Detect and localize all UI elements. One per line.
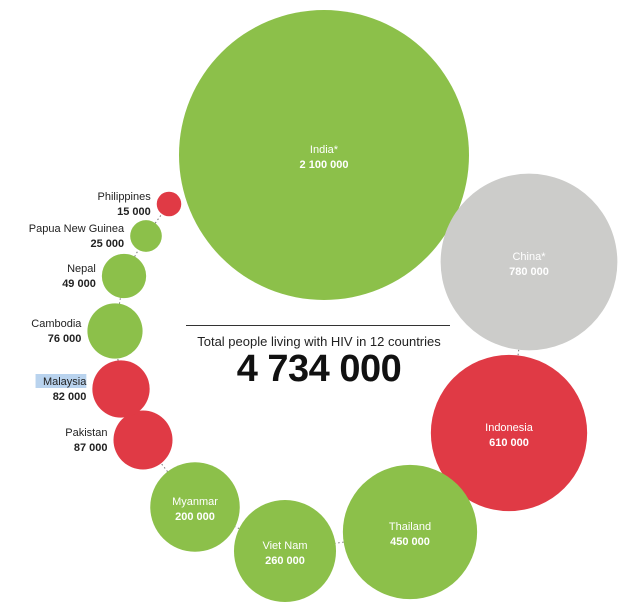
label-malaysia-value: 82 000 [53, 391, 87, 403]
label-cambodia-name: Cambodia [31, 318, 82, 330]
bubble-china [440, 173, 618, 351]
total-caption: Total people living with HIV in 12 count… [197, 334, 441, 349]
label-papua-new-guinea-value: 25 000 [91, 238, 125, 250]
bubble-viet-nam [233, 499, 337, 603]
label-china-value: 780 000 [509, 266, 549, 278]
total-value: 4 734 000 [236, 348, 402, 390]
center-divider [186, 325, 450, 326]
bubble-cambodia [87, 303, 143, 359]
bubble-malaysia [92, 360, 150, 418]
label-myanmar-name: Myanmar [172, 496, 218, 508]
label-viet-nam-value: 260 000 [265, 555, 305, 567]
label-viet-nam-name: Viet Nam [262, 540, 307, 552]
bubble-pakistan [113, 410, 173, 470]
connector-cambodia [118, 297, 121, 304]
connector-lines [117, 213, 520, 544]
connector-papua-new-guinea [154, 213, 163, 224]
label-pakistan-name: Pakistan [65, 427, 107, 439]
label-india-value: 2 100 000 [300, 159, 349, 171]
label-highlight-malaysia [35, 374, 87, 388]
label-philippines-name: Philippines [98, 191, 152, 203]
bubble-india [179, 10, 469, 300]
bubble-philippines [156, 191, 182, 217]
label-cambodia-value: 76 000 [48, 333, 82, 345]
connector-china [517, 349, 520, 356]
label-indonesia-name: Indonesia [485, 422, 534, 434]
label-china-name: China* [512, 251, 546, 263]
connector-thailand [335, 541, 344, 544]
bubble-papua-new-guinea [130, 220, 162, 252]
bubble-myanmar [150, 462, 240, 552]
label-papua-new-guinea-name: Papua New Guinea [29, 223, 125, 235]
label-pakistan-value: 87 000 [74, 442, 108, 454]
label-thailand-name: Thailand [389, 521, 431, 533]
bubble-indonesia [430, 354, 588, 512]
label-thailand-value: 450 000 [390, 536, 430, 548]
label-nepal-name: Nepal [67, 263, 96, 275]
bubble-nepal [101, 253, 147, 299]
label-indonesia-value: 610 000 [489, 437, 529, 449]
connector-myanmar [160, 463, 168, 472]
label-malaysia-name: Malaysia [43, 376, 87, 388]
bubbles [87, 10, 618, 603]
bubble-thailand [342, 464, 478, 600]
label-philippines-value: 15 000 [117, 206, 151, 218]
label-myanmar-value: 200 000 [175, 511, 215, 523]
label-india-name: India* [310, 144, 339, 156]
bubble-labels: India* 2 100 000 China* 780 000 Indonesia 610… [29, 144, 549, 567]
connector-viet-nam [234, 526, 240, 530]
label-nepal-value: 49 000 [62, 278, 96, 290]
connector-nepal [134, 249, 139, 257]
